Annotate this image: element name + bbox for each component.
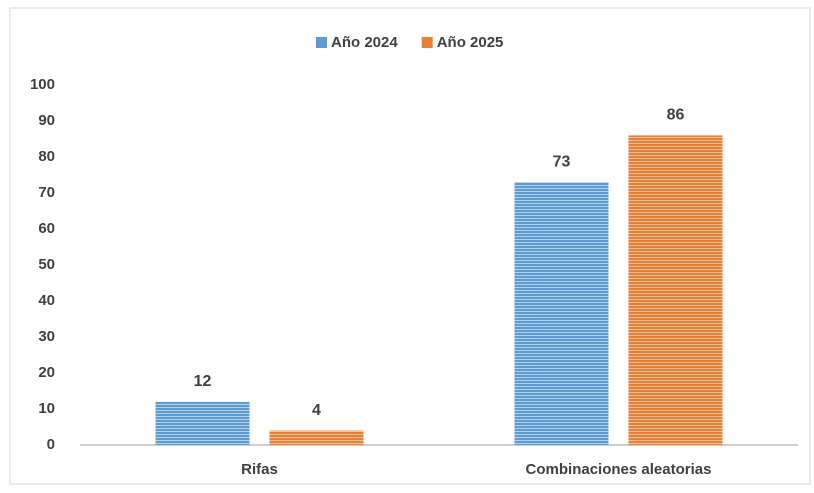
y-tick-label: 40 (38, 292, 55, 309)
legend-swatch (421, 37, 433, 48)
y-tick-label: 60 (38, 220, 55, 237)
y-tick-label: 80 (38, 148, 55, 165)
y-tick-label: 20 (38, 364, 55, 381)
y-tick-label: 90 (38, 112, 55, 129)
y-tick-label: 100 (30, 76, 55, 93)
data-label: 86 (667, 107, 685, 124)
x-tick-label: Rifas (241, 461, 278, 478)
data-label: 4 (312, 402, 321, 419)
y-tick-label: 70 (38, 184, 55, 201)
y-tick-label: 30 (38, 328, 55, 345)
bar (155, 401, 250, 445)
y-tick-label: 50 (38, 256, 55, 273)
legend-label: Año 2025 (437, 34, 504, 51)
data-label: 73 (553, 153, 571, 170)
data-label: 12 (194, 373, 212, 390)
bar (269, 430, 364, 445)
bar (514, 182, 609, 445)
x-tick-label: Combinaciones aleatorias (526, 461, 712, 478)
y-tick-label: 0 (47, 436, 55, 453)
legend-label: Año 2024 (331, 34, 398, 51)
y-tick-label: 10 (38, 400, 55, 417)
bar (628, 135, 723, 445)
legend-swatch (316, 37, 327, 48)
